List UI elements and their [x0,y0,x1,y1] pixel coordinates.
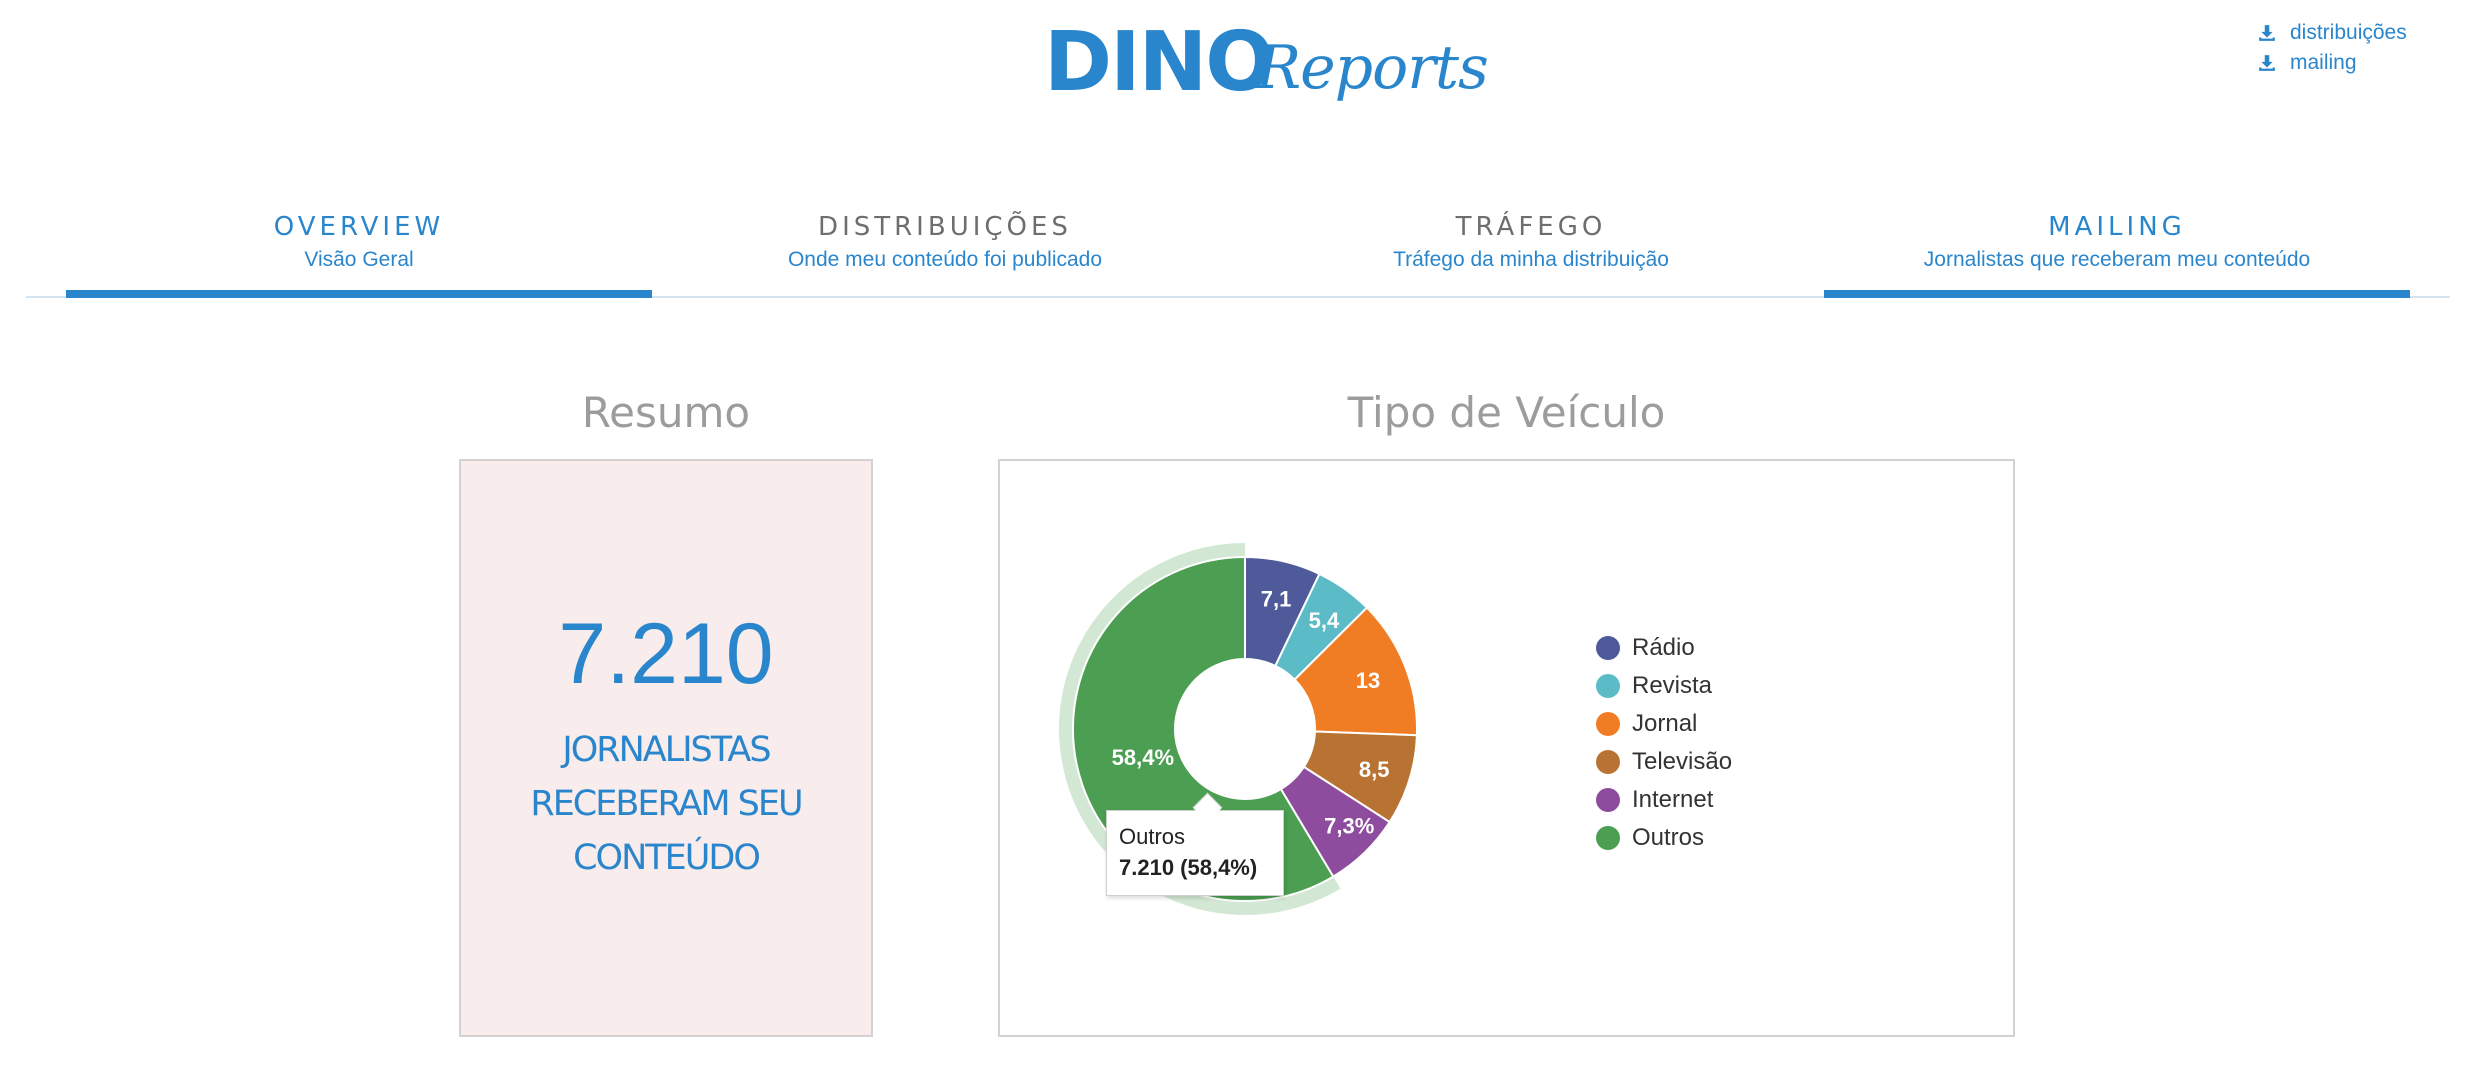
legend-item-revista[interactable]: Revista [1596,667,1732,705]
chart-tooltip: Outros 7.210 (58,4%) [1106,792,1284,896]
legend-swatch [1596,712,1620,736]
download-mailing-label: mailing [2290,51,2357,74]
dino-reports-logo: DINO Reports [1038,15,1489,118]
active-tab-indicator [66,290,652,298]
slice-label-outros: 58,4% [1112,745,1174,770]
download-icon [2259,55,2275,71]
slice-label-rádio: 7,1 [1261,586,1292,611]
legend-label: Internet [1632,786,1714,813]
tab-title: DISTRIBUIÇÕES [818,212,1072,242]
legend-label: Revista [1632,672,1713,699]
slice-label-revista: 5,4 [1309,608,1340,633]
legend-swatch [1596,826,1620,850]
tab-subtitle: Tráfego da minha distribuição [1393,248,1669,271]
journalists-count: 7.210 [558,606,774,702]
chart-legend: Rádio Revista Jornal Televisão Internet Outro… [1596,629,1732,857]
tab-distribuicoes[interactable]: DISTRIBUIÇÕES Onde meu conteúdo foi publ… [652,200,1238,298]
donut-chart: 7,1 5,4 13 8,5 7,3% 58,4% [1059,543,1418,915]
resumo-card: 7.210 JORNALISTAS RECEBERAM SEU CONTEÚDO [459,459,873,1037]
tooltip-label: Outros [1119,824,1186,849]
active-tab-indicator [1824,290,2410,298]
legend-item-televisão[interactable]: Televisão [1596,743,1732,781]
legend-swatch [1596,674,1620,698]
legend-swatch [1596,788,1620,812]
legend-swatch [1596,750,1620,774]
download-links: distribuições mailing [2258,18,2407,78]
tab-overview[interactable]: OVERVIEW Visão Geral [66,200,652,298]
legend-label: Outros [1632,824,1705,851]
tab-subtitle: Jornalistas que receberam meu conteúdo [1923,248,2311,271]
slice-label-jornal: 13 [1356,668,1380,693]
download-mailing-link[interactable]: mailing [2258,48,2407,78]
main-nav: OVERVIEW Visão Geral DISTRIBUIÇÕES Onde … [26,200,2450,300]
logo-dino-text: DINO [1044,15,1275,110]
slice-label-internet: 7,3% [1324,813,1374,838]
legend-label: Rádio [1632,634,1695,661]
tab-title: TRÁFEGO [1455,212,1607,242]
tab-title: OVERVIEW [273,212,445,242]
legend-item-outros[interactable]: Outros [1596,819,1732,857]
tab-title: MAILING [2048,212,2186,242]
tab-trafego[interactable]: TRÁFEGO Tráfego da minha distribuição [1238,200,1824,298]
legend-swatch [1596,636,1620,660]
download-distribuicoes-label: distribuições [2290,21,2407,44]
legend-item-internet[interactable]: Internet [1596,781,1732,819]
vehicle-type-chart-card: 7,1 5,4 13 8,5 7,3% 58,4% Rádio Revista Jornal T… [998,459,2015,1037]
resumo-title: Resumo [581,388,751,437]
legend-item-rádio[interactable]: Rádio [1596,629,1732,667]
slice-label-televisão: 8,5 [1359,757,1390,782]
tab-subtitle: Visão Geral [304,248,414,271]
legend-label: Jornal [1632,710,1698,737]
download-icon [2259,25,2275,41]
tab-subtitle: Onde meu conteúdo foi publicado [787,248,1103,271]
tooltip-value: 7.210 (58,4%) [1119,855,1258,880]
nav-divider [26,296,2450,298]
logo-reports-text: Reports [1256,33,1489,103]
chart-title: Tipo de Veículo [1347,388,1666,437]
legend-label: Televisão [1632,748,1733,775]
journalists-caption: JORNALISTAS RECEBERAM SEU CONTEÚDO [530,730,803,878]
download-distribuicoes-link[interactable]: distribuições [2258,18,2407,48]
legend-item-jornal[interactable]: Jornal [1596,705,1732,743]
tab-mailing[interactable]: MAILING Jornalistas que receberam meu co… [1824,200,2410,298]
